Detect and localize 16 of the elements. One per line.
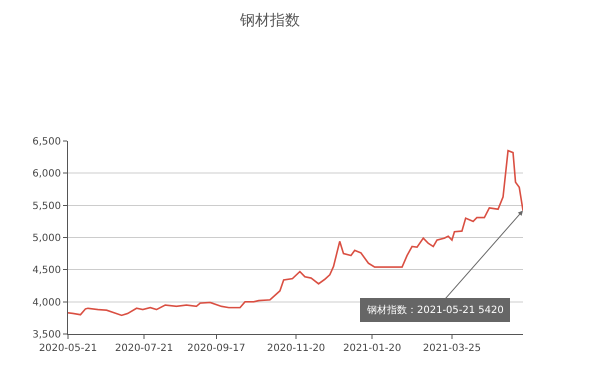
chart-title: 钢材指数: [239, 11, 300, 30]
y-tick-label: 6,000: [32, 168, 61, 180]
y-tick-label: 5,000: [32, 233, 61, 244]
x-tick-label: 2021-03-25: [422, 343, 482, 354]
y-tick-label: 4,000: [32, 297, 61, 308]
x-tick-label: 2021-01-20: [343, 343, 402, 354]
y-tick-label: 5,500: [32, 200, 61, 212]
x-tick-label: 2020-09-17: [187, 343, 246, 354]
x-tick-label: 2020-07-21: [114, 343, 174, 354]
x-tick-label: 2020-05-21: [38, 343, 98, 354]
y-tick-label: 6,500: [32, 136, 61, 148]
annotation: 钢材指数：2021-05-21 5420: [366, 304, 504, 316]
x-tick-label: 2020-11-20: [267, 343, 326, 354]
line-series: [68, 150, 523, 316]
y-tick-label: 3,500: [32, 330, 61, 340]
y-tick-label: 4,500: [32, 265, 61, 276]
